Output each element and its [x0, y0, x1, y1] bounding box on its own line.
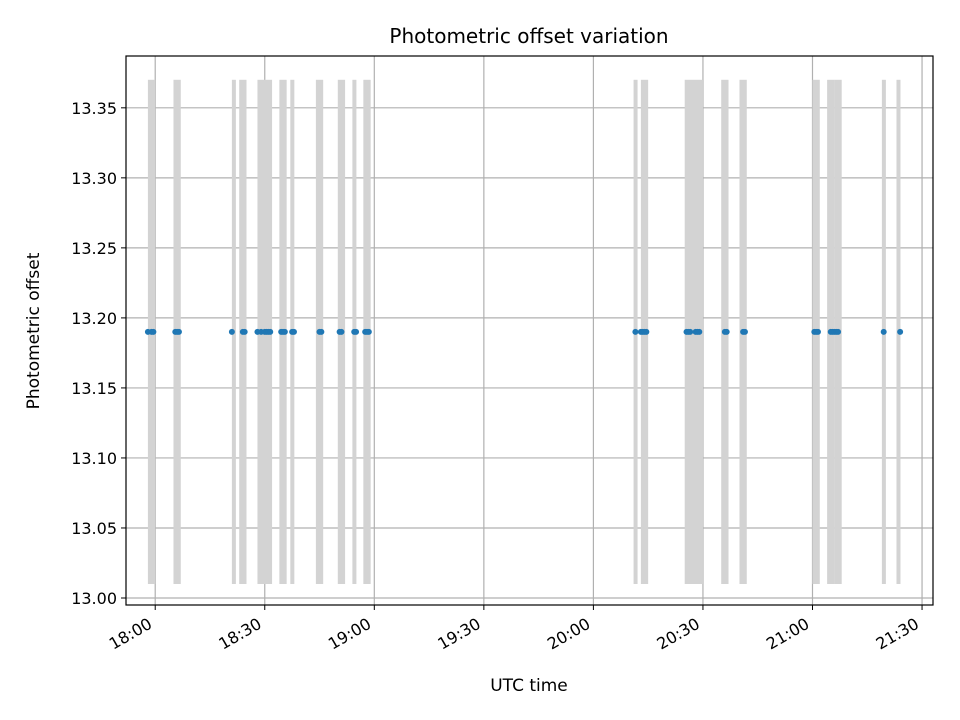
x-tick-label: 21:00 — [763, 614, 812, 654]
chart-title: Photometric offset variation — [389, 24, 668, 48]
x-tick-label: 20:30 — [654, 614, 703, 654]
plot-frame — [125, 55, 934, 606]
data-point — [241, 328, 248, 335]
data-point — [365, 328, 372, 335]
data-point — [228, 328, 235, 335]
y-tick-label: 13.15 — [71, 379, 117, 398]
data-point — [338, 328, 345, 335]
y-tick-label: 13.05 — [71, 519, 117, 538]
data-point — [632, 328, 639, 335]
data-point — [643, 328, 650, 335]
y-tick-label: 13.10 — [71, 449, 117, 468]
data-point — [880, 328, 887, 335]
y-axis-label: Photometric offset — [24, 252, 44, 409]
y-tick-label: 13.20 — [71, 309, 117, 328]
data-point — [723, 328, 730, 335]
data-points — [144, 328, 904, 335]
data-point — [150, 328, 157, 335]
x-tick-label: 18:30 — [215, 614, 264, 654]
data-point — [290, 328, 297, 335]
data-point — [318, 328, 325, 335]
x-axis-label: UTC time — [490, 676, 568, 696]
x-tick-label: 18:00 — [106, 614, 155, 654]
data-point — [353, 328, 360, 335]
x-tick-label: 19:30 — [434, 614, 483, 654]
x-tick-label: 20:00 — [544, 614, 593, 654]
data-point — [281, 328, 288, 335]
data-point — [897, 328, 904, 335]
data-point — [687, 328, 694, 335]
data-point — [814, 328, 821, 335]
x-tick-label: 21:30 — [873, 614, 922, 654]
y-tick-label: 13.00 — [71, 589, 117, 608]
data-point — [175, 328, 182, 335]
data-point — [267, 328, 274, 335]
data-point — [741, 328, 748, 335]
y-tick-label: 13.25 — [71, 239, 117, 258]
y-tick-label: 13.35 — [71, 99, 117, 118]
data-point — [696, 328, 703, 335]
x-tick-label: 19:00 — [325, 614, 374, 654]
y-tick-label: 13.30 — [71, 169, 117, 188]
axis-ticks: 18:00 18:30 19:00 19:30 20:00 20:30 21:00 21:30… — [71, 99, 923, 654]
data-point — [835, 328, 842, 335]
